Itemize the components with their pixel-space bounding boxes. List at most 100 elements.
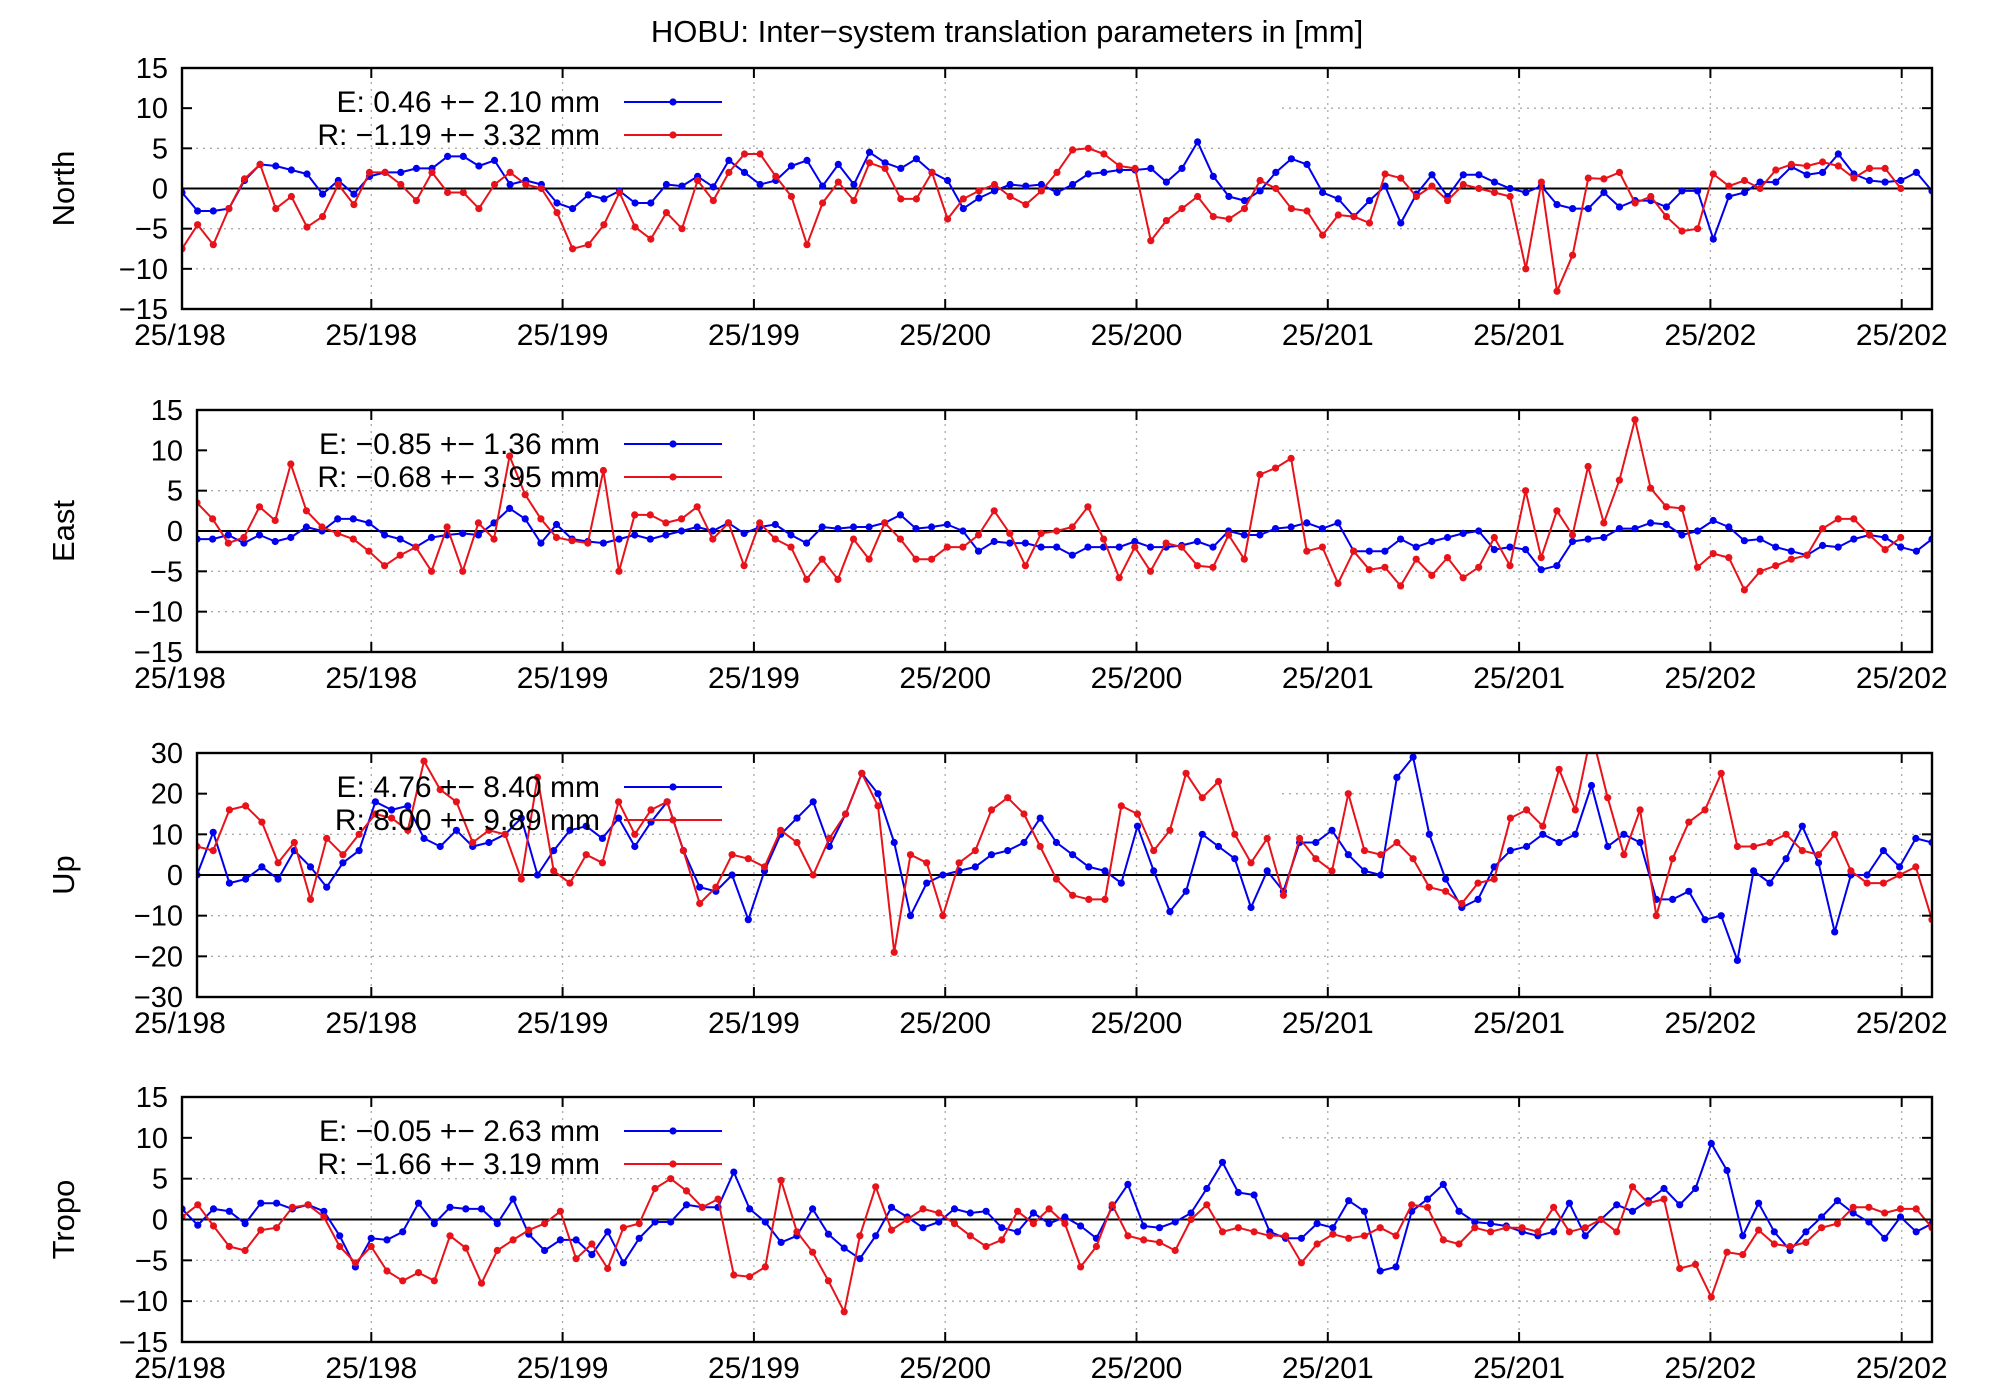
data-point bbox=[553, 209, 561, 217]
data-point bbox=[1329, 1230, 1337, 1238]
data-point bbox=[1263, 834, 1271, 843]
data-point bbox=[1022, 182, 1030, 190]
data-point bbox=[1423, 1203, 1432, 1211]
data-point bbox=[834, 525, 842, 533]
data-point bbox=[1756, 178, 1764, 186]
data-point bbox=[975, 194, 983, 202]
series-r bbox=[182, 144, 1905, 295]
data-point bbox=[414, 1199, 423, 1207]
data-point bbox=[746, 1273, 754, 1281]
data-point bbox=[1766, 838, 1774, 847]
data-point bbox=[1231, 830, 1239, 838]
data-point bbox=[651, 1184, 659, 1193]
data-point bbox=[856, 1255, 864, 1263]
data-point bbox=[1522, 487, 1530, 495]
x-tick-label: 25/198 bbox=[134, 1007, 226, 1040]
data-point bbox=[1240, 555, 1248, 563]
data-point bbox=[1750, 842, 1758, 851]
data-point bbox=[566, 826, 574, 834]
data-point bbox=[1147, 237, 1155, 245]
y-tick-label: −5 bbox=[135, 214, 168, 246]
data-point bbox=[1604, 794, 1612, 802]
data-point bbox=[1052, 838, 1060, 847]
data-point bbox=[1847, 867, 1855, 875]
data-point bbox=[1912, 863, 1920, 871]
y-tick-label: 5 bbox=[152, 133, 168, 165]
data-point bbox=[1471, 1224, 1479, 1232]
data-point bbox=[1214, 777, 1223, 786]
data-point bbox=[1256, 176, 1264, 185]
data-point bbox=[1092, 1242, 1100, 1251]
data-point bbox=[1303, 207, 1311, 215]
data-point bbox=[943, 543, 951, 551]
data-point bbox=[404, 802, 412, 810]
data-point bbox=[1360, 1207, 1368, 1215]
data-point bbox=[1037, 187, 1045, 195]
data-point bbox=[1020, 838, 1028, 847]
data-point bbox=[271, 516, 279, 525]
y-tick-label: 0 bbox=[167, 860, 183, 892]
legend-label-e: E: 4.76 +− 8.40 mm bbox=[337, 771, 600, 804]
data-point bbox=[1636, 806, 1644, 814]
data-point bbox=[443, 523, 451, 531]
data-point bbox=[209, 1222, 218, 1230]
x-tick-label: 25/200 bbox=[899, 1352, 991, 1385]
data-point bbox=[1569, 251, 1577, 259]
data-point bbox=[1218, 1228, 1227, 1236]
data-point bbox=[1392, 1263, 1400, 1271]
data-point bbox=[1550, 1228, 1558, 1236]
data-point bbox=[1881, 178, 1889, 186]
data-point bbox=[1834, 543, 1842, 551]
data-point bbox=[1053, 543, 1061, 551]
data-point bbox=[615, 814, 623, 822]
data-point bbox=[533, 773, 542, 782]
data-point bbox=[730, 1271, 738, 1279]
data-point bbox=[485, 838, 493, 847]
data-point bbox=[462, 1205, 470, 1213]
data-point bbox=[990, 180, 999, 189]
data-point bbox=[1006, 529, 1014, 538]
data-point bbox=[1787, 547, 1795, 555]
data-point bbox=[1303, 519, 1311, 527]
series-e bbox=[182, 138, 1932, 243]
data-point bbox=[1178, 164, 1186, 172]
data-point bbox=[303, 223, 311, 231]
data-point bbox=[1849, 1203, 1857, 1211]
data-point bbox=[1381, 182, 1389, 190]
data-point bbox=[1584, 174, 1592, 182]
data-point bbox=[582, 822, 590, 830]
data-point bbox=[1803, 551, 1811, 559]
data-point bbox=[1850, 174, 1858, 182]
data-point bbox=[517, 814, 525, 822]
data-point bbox=[582, 851, 590, 859]
y-tick-label: 15 bbox=[136, 53, 168, 85]
data-point bbox=[1685, 887, 1693, 895]
data-point bbox=[709, 527, 717, 535]
data-point bbox=[436, 786, 444, 794]
data-point bbox=[1225, 192, 1233, 201]
data-point bbox=[1068, 551, 1076, 559]
data-point bbox=[678, 182, 686, 190]
data-point bbox=[569, 245, 577, 253]
y-axis-label: Tropo bbox=[46, 1180, 81, 1260]
data-point bbox=[728, 851, 736, 859]
data-point bbox=[1850, 535, 1858, 543]
data-point bbox=[728, 871, 736, 879]
data-point bbox=[872, 1183, 880, 1191]
data-point bbox=[1397, 219, 1405, 227]
data-point bbox=[367, 1242, 375, 1251]
data-point bbox=[1442, 875, 1450, 883]
y-tick-label: 10 bbox=[136, 93, 168, 125]
data-point bbox=[1897, 176, 1905, 185]
data-point bbox=[469, 838, 477, 847]
data-point bbox=[696, 883, 704, 891]
data-point bbox=[258, 818, 266, 826]
data-point bbox=[1442, 887, 1450, 895]
data-point bbox=[1707, 1293, 1715, 1301]
data-point bbox=[1182, 769, 1190, 777]
data-point bbox=[257, 1226, 265, 1234]
data-point bbox=[1360, 847, 1369, 855]
data-point bbox=[1412, 555, 1420, 563]
data-point bbox=[1303, 160, 1311, 168]
y-tick-label: −15 bbox=[119, 1327, 168, 1359]
